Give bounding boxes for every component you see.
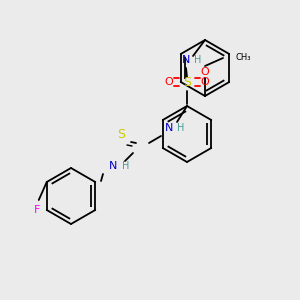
Text: S: S <box>183 76 191 88</box>
Text: N: N <box>165 123 173 133</box>
Text: O: O <box>201 67 209 77</box>
Text: H: H <box>177 123 185 133</box>
Text: F: F <box>34 205 40 215</box>
Text: N: N <box>109 161 117 171</box>
Text: H: H <box>122 161 130 171</box>
Text: N: N <box>182 55 190 65</box>
Text: H: H <box>194 55 202 65</box>
Text: CH₃: CH₃ <box>235 53 250 62</box>
Text: O: O <box>201 77 209 87</box>
Text: S: S <box>117 128 125 140</box>
Text: O: O <box>165 77 173 87</box>
